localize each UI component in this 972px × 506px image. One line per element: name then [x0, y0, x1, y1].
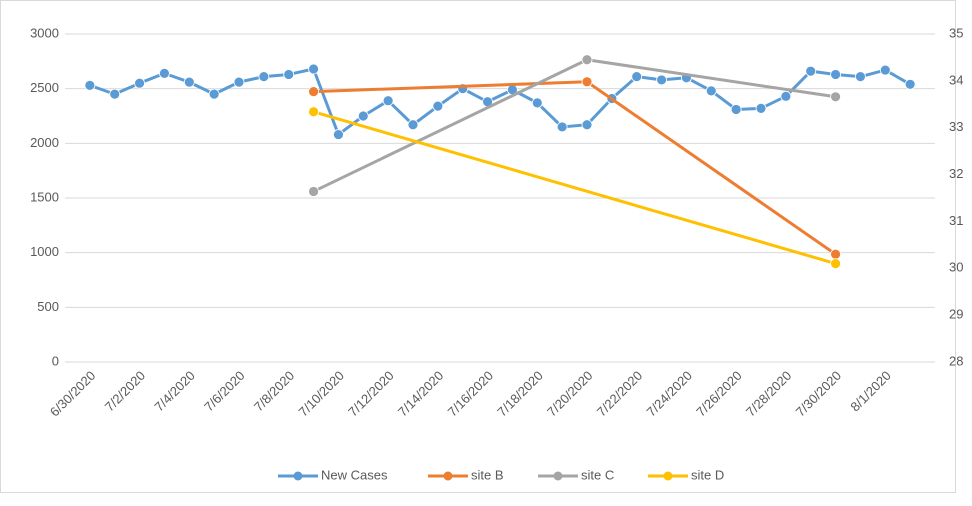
data-point [84, 79, 96, 91]
data-point [805, 65, 817, 77]
legend-marker [293, 471, 303, 481]
y2-tick-label: 33 [949, 119, 963, 134]
data-point [830, 248, 841, 260]
legend-label: site D [691, 467, 724, 482]
data-point [308, 63, 319, 75]
data-point [159, 67, 170, 79]
data-point [705, 85, 717, 97]
data-point [755, 102, 767, 114]
series-line [89, 67, 911, 137]
data-point [357, 110, 369, 122]
data-point [109, 88, 121, 100]
data-point [283, 69, 295, 80]
y-tick-label: 0 [52, 353, 59, 368]
data-point [233, 76, 245, 88]
chart-border [0, 0, 956, 493]
y2-tick-label: 30 [949, 260, 963, 275]
legend-label: New Cases [321, 467, 388, 482]
data-point [904, 78, 916, 90]
data-point [656, 74, 667, 86]
legend-marker [443, 471, 453, 481]
y-tick-label: 500 [37, 299, 59, 314]
data-point [581, 76, 593, 88]
data-point [258, 71, 270, 83]
data-point [879, 64, 891, 76]
data-point [780, 90, 792, 102]
data-point [134, 77, 145, 89]
data-point [581, 119, 593, 131]
legend-label: site C [581, 467, 614, 482]
data-point [407, 119, 419, 131]
data-point [581, 54, 593, 66]
legend-marker [663, 471, 673, 481]
legend-marker [553, 471, 563, 481]
data-point [730, 104, 742, 115]
data-point [556, 121, 568, 133]
y2-tick-label: 28 [949, 353, 963, 368]
y2-tick-label: 35 [949, 25, 963, 40]
series-line [313, 110, 836, 266]
y2-tick-label: 32 [949, 166, 963, 181]
data-point [631, 71, 643, 83]
y2-tick-label: 34 [949, 72, 963, 87]
legend-label: site B [471, 467, 504, 482]
y2-tick-label: 29 [949, 307, 963, 322]
y2-tick-label: 31 [949, 213, 963, 228]
y-tick-label: 2000 [30, 135, 59, 150]
y-tick-label: 1500 [30, 189, 59, 204]
data-point [333, 129, 344, 140]
data-point [308, 86, 319, 98]
data-point [531, 97, 543, 109]
data-point [830, 91, 841, 103]
y-tick-label: 3000 [30, 25, 59, 40]
data-point [208, 88, 220, 100]
data-point [382, 95, 394, 107]
y-tick-label: 1000 [30, 244, 59, 259]
data-point [855, 71, 866, 83]
data-point [308, 186, 319, 197]
data-point [830, 258, 841, 270]
data-point [830, 69, 841, 80]
y-tick-label: 2500 [30, 80, 59, 95]
data-point [183, 76, 195, 88]
data-point [308, 106, 319, 118]
data-point [432, 100, 444, 112]
